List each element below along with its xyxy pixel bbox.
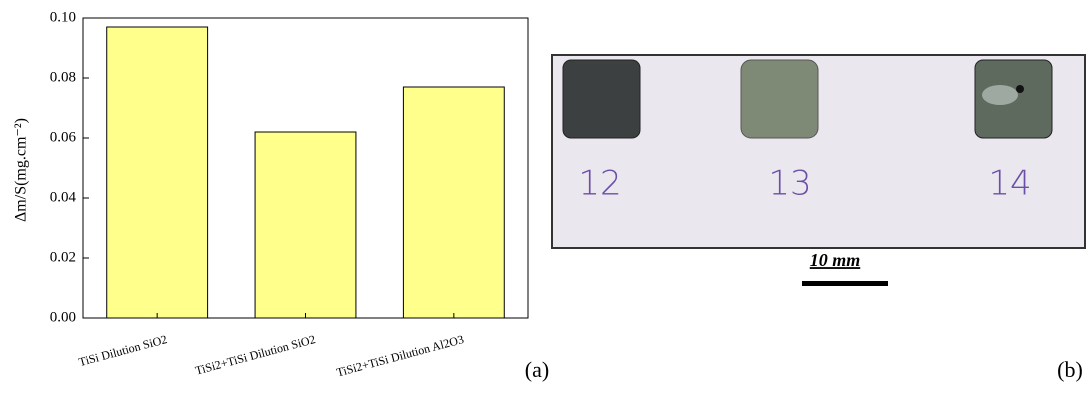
y-tick-label: 0.00	[50, 309, 76, 325]
scale-bar-label: 10 mm	[810, 250, 861, 270]
x-tick-label: TiSi Dilution SiO2	[77, 332, 168, 369]
y-tick-label: 0.10	[50, 9, 76, 25]
sample-spot	[982, 85, 1018, 105]
y-tick-label: 0.08	[50, 69, 76, 85]
panel-label: (b)	[1057, 357, 1083, 382]
bar	[106, 26, 209, 319]
bar	[402, 86, 505, 319]
bar	[254, 131, 357, 319]
sample-label: 12	[578, 164, 621, 204]
y-tick-label: 0.04	[50, 189, 77, 205]
sample-label: 14	[988, 164, 1031, 204]
sample	[562, 59, 641, 139]
x-tick-label: TiSi2+TiSi Dilution SiO2	[194, 332, 317, 378]
scale-bar	[802, 281, 888, 286]
sample	[740, 59, 819, 139]
sample-label: 13	[768, 164, 811, 204]
photo: 12 13 14	[551, 54, 1086, 249]
x-tick-label: TiSi2+TiSi Dilution Al2O3	[335, 332, 465, 380]
sample-spot	[1016, 85, 1024, 93]
y-tick-label: 0.06	[50, 129, 77, 145]
panel-label: (a)	[525, 357, 549, 382]
y-axis-label: Δm/S(mg.cm⁻²)	[13, 118, 30, 222]
plot-frame	[82, 17, 529, 319]
y-tick-label: 0.02	[50, 249, 76, 265]
